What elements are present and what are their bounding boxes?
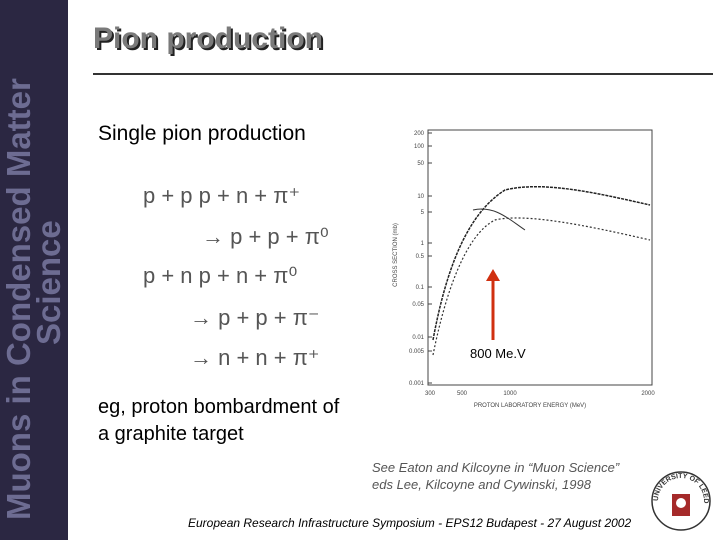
reference: eds Lee, Kilcoyne and Cywinski, 1998 xyxy=(372,477,591,492)
curve xyxy=(472,208,526,231)
figure-y-tick: 5 xyxy=(421,210,425,216)
reaction: → p + p + π⁻ xyxy=(190,305,320,330)
reaction: p + n p + n + π⁰ xyxy=(143,263,298,288)
sidebar-text: Science xyxy=(30,220,67,345)
figure-y-tick: 200 xyxy=(414,131,425,137)
reaction: → n + n + π⁺ xyxy=(190,345,320,370)
figure-y-tick: 0.001 xyxy=(409,381,425,387)
energy-label: 800 Me.V xyxy=(470,346,526,361)
curve xyxy=(432,217,651,356)
figure-y-tick: 0.5 xyxy=(416,254,425,260)
figure-y-label: CROSS SECTION (mb) xyxy=(393,223,399,287)
figure-y-tick: 0.005 xyxy=(409,349,425,355)
figure-y-tick: 0.01 xyxy=(412,335,424,341)
reference: See Eaton and Kilcoyne in “Muon Science” xyxy=(372,460,620,475)
logo: UNIVERSITY OF LEEDS xyxy=(650,470,711,531)
figure-x-tick: 300 xyxy=(425,391,436,397)
figure-x-tick: 500 xyxy=(457,391,468,397)
note: eg, proton bombardment of xyxy=(98,396,340,418)
curve xyxy=(432,185,651,341)
sidebar-text: Muons in Condensed Matter xyxy=(0,78,37,520)
figure-y-tick: 10 xyxy=(417,194,424,200)
note: a graphite target xyxy=(98,423,244,445)
figure-y-tick: 100 xyxy=(414,144,425,150)
figure-y-tick: 50 xyxy=(417,161,424,167)
subtitle: Single pion production xyxy=(98,122,306,145)
figure-y-tick: 0.05 xyxy=(412,302,424,308)
title-rule xyxy=(93,73,713,75)
reaction: → p + p + π⁰ xyxy=(202,224,329,249)
figure: CROSS SECTION (mb) PROTON LABORATORY ENE… xyxy=(393,129,655,409)
figure-y-tick: 1 xyxy=(421,241,425,247)
footer: European Research Infrastructure Symposi… xyxy=(188,516,632,530)
figure-x-tick: 1000 xyxy=(503,391,517,397)
figure-y-tick: 0.1 xyxy=(416,285,425,291)
title: Pion production xyxy=(93,22,323,55)
sidebar: Muons in Condensed Matter Science xyxy=(0,0,68,540)
energy-arrowhead xyxy=(486,269,500,281)
reaction: p + p p + n + π⁺ xyxy=(143,183,301,208)
figure-x-tick: 2000 xyxy=(641,391,655,397)
figure-x-label: PROTON LABORATORY ENERGY (MeV) xyxy=(474,403,586,409)
